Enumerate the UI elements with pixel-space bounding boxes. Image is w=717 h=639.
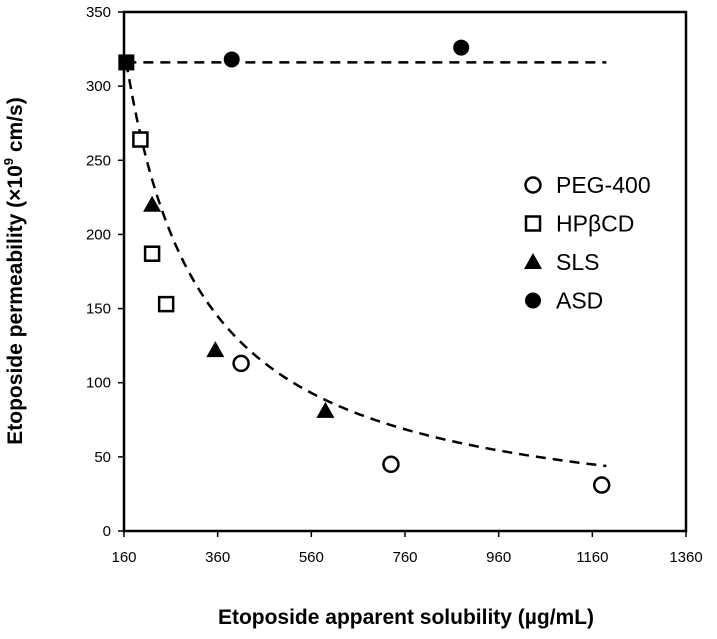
legend: PEG-400 HPβCD SLS ASD (524, 172, 651, 314)
legend-label-hp-cd: HPβCD (556, 211, 634, 237)
x-tick-label: 160 (111, 549, 136, 566)
data-point-hp-cd (157, 295, 175, 313)
data-point-asd (223, 51, 240, 68)
y-tick-label: 300 (86, 78, 111, 95)
legend-marker-asd (525, 292, 541, 309)
y-tick-label: 200 (86, 226, 111, 243)
fit-curve-group (125, 62, 607, 468)
control-point-marker (118, 54, 135, 71)
data-point-sls (316, 401, 335, 418)
x-tick-label: 360 (205, 549, 230, 566)
x-tick-label: 1360 (669, 549, 702, 566)
y-tick-label: 250 (86, 152, 111, 169)
y-tick-label: 50 (94, 449, 111, 466)
data-point-asd (453, 39, 470, 56)
legend-label-sls: SLS (556, 249, 599, 275)
legend-marker-sls (524, 253, 542, 269)
data-point-sls (206, 341, 225, 358)
y-tick-label: 350 (86, 4, 111, 21)
x-tick-label: 960 (486, 549, 511, 566)
y-axis-title: Etoposide permeability (×109 cm/s) (1, 97, 27, 444)
axes (122, 10, 688, 533)
x-tick-label: 560 (299, 549, 324, 566)
legend-label-asd: ASD (556, 288, 603, 314)
x-tick-label: 760 (392, 549, 417, 566)
x-tick-label: 1160 (576, 549, 608, 566)
data-point-hp-cd (143, 245, 161, 262)
legend-marker-peg-400 (524, 176, 542, 194)
data-point-sls (143, 195, 162, 212)
legend-marker-hp-cd (524, 215, 542, 232)
y-tick-label: 100 (86, 375, 111, 392)
data-point-peg-400 (592, 476, 611, 494)
y-tick-label: 150 (86, 301, 111, 318)
fit-curve (125, 62, 607, 468)
y-ticks: 0 50 100 150 200 250 300 350 (86, 4, 124, 540)
legend-label-peg-400: PEG-400 (556, 172, 651, 198)
x-axis-title: Etoposide apparent solubility (µg/mL) (218, 606, 594, 629)
data-points (118, 39, 611, 494)
y-tick-label: 0 (103, 523, 111, 540)
data-point-hp-cd (132, 131, 149, 148)
data-point-peg-400 (382, 455, 400, 474)
data-point-peg-400 (232, 354, 250, 373)
x-ticks: 160 360 560 760 960 1160 1360 (111, 531, 703, 566)
plot-frame (122, 10, 688, 533)
